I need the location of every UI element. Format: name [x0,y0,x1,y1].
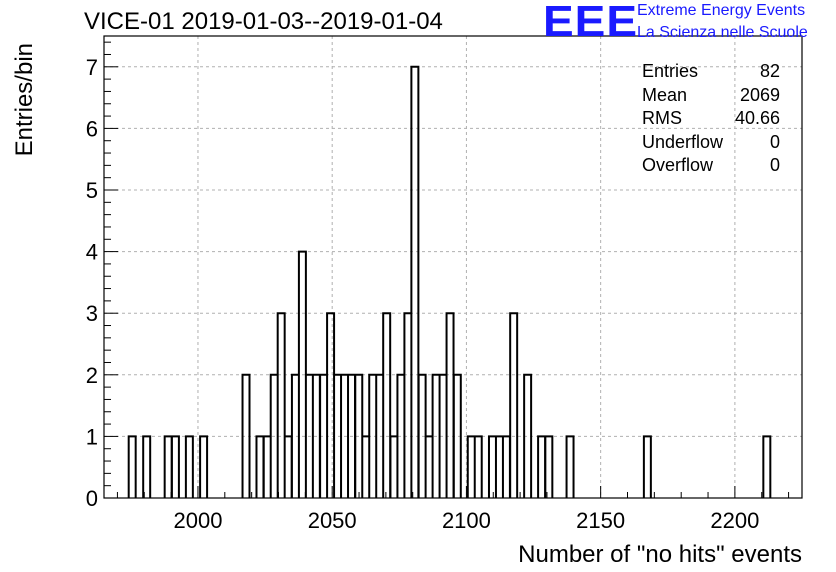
stat-label: Mean [642,84,688,105]
logo-line-1: Extreme Energy Events [637,2,806,19]
histogram-bin [503,436,510,498]
stat-entries: Entries 82 [642,60,780,84]
histogram-bin [285,436,292,498]
x-tick-label: 2150 [576,508,625,533]
y-tick-label: 7 [86,55,98,80]
histogram-bin [200,436,207,498]
x-tick-label: 2000 [173,508,222,533]
stat-value: 2069 [739,84,780,105]
x-tick-label: 2100 [442,508,491,533]
histogram-bin [256,436,263,498]
histogram-bin [362,436,369,498]
histogram-bin [426,436,433,498]
stat-underflow: Underflow 0 [642,131,780,155]
stat-value: 40.66 [734,108,780,128]
logo-mark: EEE [543,0,639,46]
histogram-bin [278,313,285,498]
x-tick-label: 2050 [308,508,357,533]
histogram-bin [143,436,150,498]
y-tick-label: 0 [86,486,98,511]
histogram-bin [165,436,172,498]
stat-label: RMS [642,108,682,128]
stat-label: Underflow [642,131,724,152]
stat-value: 0 [769,131,780,152]
histogram-bin [468,436,475,498]
y-tick-label: 1 [86,424,98,449]
histogram-bin [172,436,179,498]
stat-value: 0 [769,155,780,175]
histogram-bin [186,436,193,498]
y-tick-label: 6 [86,116,98,141]
y-tick-label: 2 [86,363,98,388]
histogram-bin [129,436,136,498]
y-tick-label: 5 [86,178,98,203]
histogram-bin [644,436,651,498]
histogram-bin [545,436,552,498]
y-tick-label: 4 [86,240,98,265]
logo-line-2: La Scienza nelle Scuole [637,24,808,41]
stats-box: Entries 82 Mean 2069 RMS 40.66 Underflow… [642,60,780,178]
axis-ticks: 2000 2050 2100 2150 2200 0 1 2 3 4 5 6 7 [86,41,790,533]
histogram-bin [390,436,397,498]
histogram-bin [264,436,271,498]
histogram-bin [489,436,496,498]
histogram-bin [411,67,418,498]
stat-mean: Mean 2069 [642,84,780,108]
histogram-bin [447,313,454,498]
histogram-bin [567,436,574,498]
plot-frame [103,35,803,499]
stat-label: Overflow [642,155,714,175]
y-axis-label: Entries/bin [11,43,38,156]
y-tick-label: 3 [86,301,98,326]
histogram-bin [538,436,545,498]
stat-overflow: Overflow 0 [642,154,780,178]
histogram-bin [327,313,334,498]
stat-value: 82 [759,61,780,81]
x-tick-label: 2200 [710,508,759,533]
stat-label: Entries [642,61,699,81]
chart-title: VICE-01 2019-01-03--2019-01-04 [84,8,443,35]
histogram-bin [510,313,517,498]
histogram-bin [496,436,503,498]
histogram-bin [404,313,411,498]
histogram-bin [383,313,390,498]
stat-rms: RMS 40.66 [642,107,780,131]
histogram-bin [475,436,482,498]
x-axis-label: Number of "no hits" events [518,541,802,568]
histogram-bin [763,436,770,498]
histogram-outline [127,65,772,498]
